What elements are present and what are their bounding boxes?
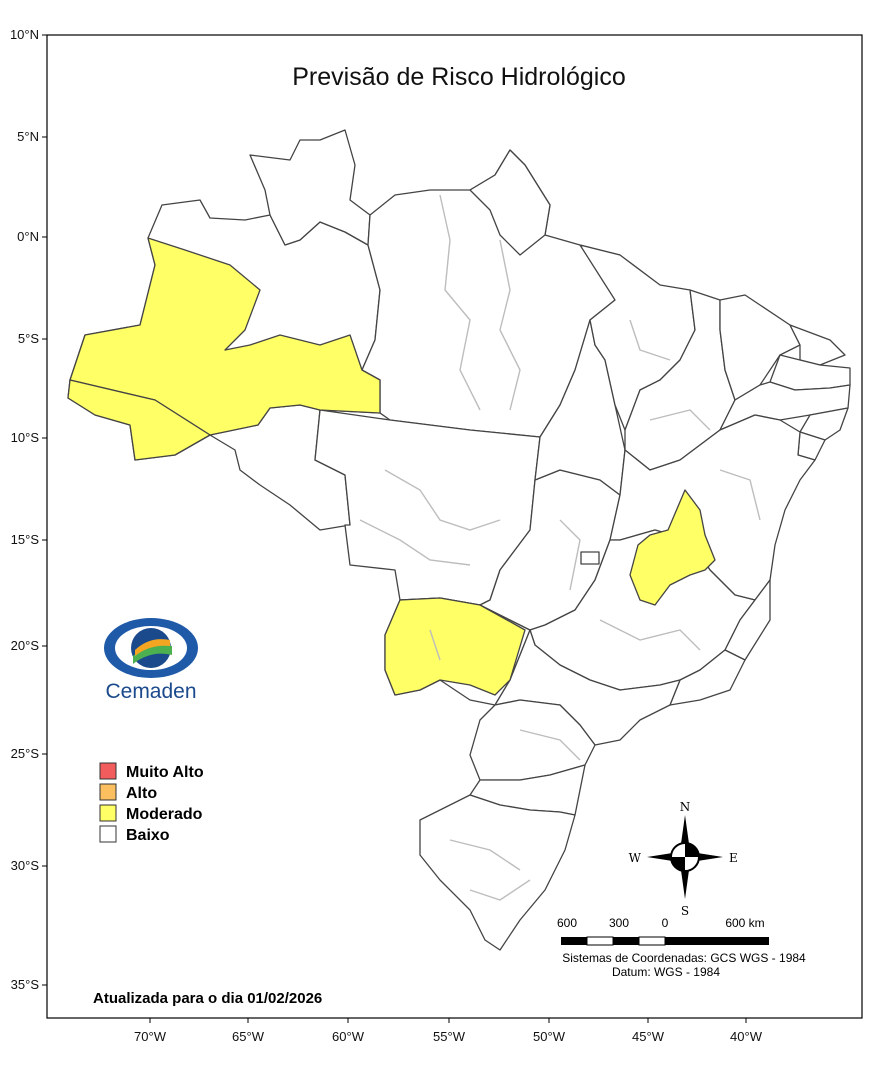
cemaden-logo: Cemaden xyxy=(104,618,198,703)
lat-tick-label: 10°S xyxy=(11,430,40,445)
scale-label-600: 600 xyxy=(557,916,577,930)
scale-label-600km: 600 km xyxy=(725,916,764,930)
lat-tick-label: 30°S xyxy=(11,858,40,873)
risk-region-bahia-minas[interactable] xyxy=(629,489,716,606)
legend-label: Muito Alto xyxy=(126,764,204,781)
state-rio-de-janeiro[interactable] xyxy=(669,649,746,706)
compass-west-label: W xyxy=(629,851,642,865)
legend-label: Moderado xyxy=(126,806,203,823)
state-amapa[interactable] xyxy=(469,149,551,256)
lat-tick-label: 25°S xyxy=(11,746,40,761)
risk-region-amazonas-west[interactable] xyxy=(69,237,381,436)
crs-text: Sistemas de Coordenadas: GCS WGS - 1984 xyxy=(562,951,806,965)
lon-tick-label: 70°W xyxy=(134,1029,167,1044)
lon-tick-label: 45°W xyxy=(632,1029,665,1044)
legend-swatch xyxy=(99,762,117,780)
legend-swatch xyxy=(99,783,117,801)
legend-label: Alto xyxy=(126,785,157,802)
logo-text: Cemaden xyxy=(105,680,196,703)
lon-tick-label: 40°W xyxy=(730,1029,763,1044)
lon-tick-label: 50°W xyxy=(533,1029,566,1044)
compass-north-label: N xyxy=(680,800,691,814)
lat-tick-label: 20°S xyxy=(11,638,40,653)
state-distrito-federal[interactable] xyxy=(580,551,600,565)
map-title: Previsão de Risco Hidrológico xyxy=(292,63,625,91)
compass-rose-icon: N S W E xyxy=(629,800,738,918)
risk-regions-moderado xyxy=(67,237,716,696)
longitude-axis: 70°W 65°W 60°W 55°W 50°W 45°W 40°W xyxy=(134,1018,763,1044)
scale-label-0: 0 xyxy=(662,916,669,930)
risk-region-mato-grosso-do-sul[interactable] xyxy=(384,597,526,696)
legend-swatch xyxy=(99,825,117,843)
state-rio-grande-do-sul[interactable] xyxy=(419,794,576,951)
lon-tick-label: 60°W xyxy=(332,1029,365,1044)
legend: Muito Alto Alto Moderado Baixo xyxy=(99,762,204,844)
lat-tick-label: 0°N xyxy=(17,229,39,244)
lat-tick-label: 10°N xyxy=(10,27,39,42)
legend-swatch xyxy=(99,804,117,822)
latitude-axis: 10°N 5°N 0°N 5°S 10°S 15°S 20°S 25°S 30°S 35°S xyxy=(10,27,47,992)
scale-label-300: 300 xyxy=(609,916,629,930)
updated-date-text: Atualizada para o dia 01/02/2026 xyxy=(93,990,322,1007)
scale-bar: 600 300 0 600 km xyxy=(557,916,769,946)
risk-region-acre[interactable] xyxy=(67,379,211,461)
compass-east-label: E xyxy=(729,851,738,865)
lat-tick-label: 15°S xyxy=(11,532,40,547)
compass-south-label: S xyxy=(681,904,689,918)
lat-tick-label: 35°S xyxy=(11,977,40,992)
lat-tick-label: 5°S xyxy=(18,331,39,346)
subdivision-lines xyxy=(359,194,761,901)
lon-tick-label: 55°W xyxy=(433,1029,466,1044)
state-alagoas[interactable] xyxy=(799,407,849,441)
state-ceara[interactable] xyxy=(719,294,801,401)
lat-tick-label: 5°N xyxy=(17,129,39,144)
lon-tick-label: 65°W xyxy=(232,1029,265,1044)
datum-text: Datum: WGS - 1984 xyxy=(612,965,720,979)
legend-label: Baixo xyxy=(126,827,170,844)
